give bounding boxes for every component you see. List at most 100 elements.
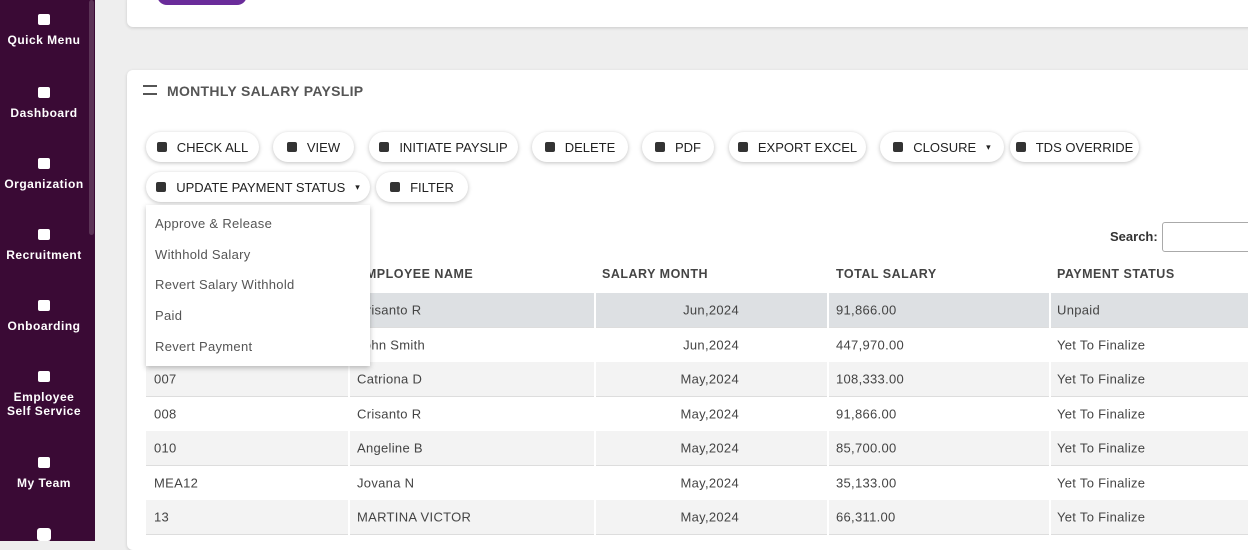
table-row	[146, 362, 1248, 397]
sidebar-label: Onboarding	[7, 319, 81, 333]
column-header[interactable]: PAYMENT STATUS	[1057, 267, 1175, 281]
table-cell: 447,970.00	[836, 337, 905, 352]
table-cell: Yet To Finalize	[1057, 337, 1146, 352]
button-icon	[737, 142, 748, 152]
sidebar-icon	[38, 87, 50, 98]
sidebar-item[interactable]: Employee Self Service	[0, 371, 88, 418]
card-title: MONTHLY SALARY PAYSLIP	[167, 83, 364, 99]
table-cell: Jun,2024	[683, 337, 739, 352]
button-label: CLOSURE	[913, 139, 977, 155]
sidebar-label: My Team	[17, 476, 71, 490]
caret: ▾	[986, 141, 991, 152]
button-label: CHECK ALL	[176, 139, 249, 155]
button-label: VIEW	[306, 139, 341, 155]
button-icon	[893, 142, 904, 152]
table-cell: 010	[154, 440, 177, 456]
scrollbar	[89, 0, 94, 235]
button[interactable]: VIEW	[273, 132, 354, 162]
column-divider	[827, 293, 829, 543]
button-icon	[1015, 142, 1026, 152]
button-icon	[544, 142, 555, 152]
sidebar-item[interactable]: Organization	[0, 158, 88, 191]
button-icon	[390, 182, 401, 192]
button[interactable]: FILTER	[376, 172, 468, 202]
table-cell: 91,866.00	[836, 406, 897, 421]
table-cell: 008	[154, 406, 177, 421]
sidebar-icon	[38, 229, 50, 240]
sidebar-label: Employee Self Service	[6, 390, 82, 418]
table-cell: Angeline B	[357, 440, 423, 456]
button-label: INITIATE PAYSLIP	[399, 139, 508, 155]
table-cell: 35,133.00	[836, 475, 897, 490]
sidebar-item[interactable]: Dashboard	[0, 87, 88, 120]
table-cell: Jun,2024	[683, 302, 739, 318]
dropdown-item[interactable]: Approve & Release	[155, 216, 273, 231]
sidebar-item[interactable]: My Team	[0, 457, 88, 490]
table-row	[146, 500, 1248, 535]
button[interactable]: DELETE	[532, 132, 628, 162]
button-icon	[379, 142, 390, 152]
table-cell: John Smith	[357, 337, 426, 352]
button-label: DELETE	[564, 139, 616, 155]
button[interactable]: TDS OVERRIDE	[1010, 132, 1139, 162]
sidebar: Quick Menu Dashboard Organization Recruitme…	[0, 0, 95, 541]
sidebar-item[interactable]: Onboarding	[0, 300, 88, 333]
table-cell: Jovana N	[357, 475, 415, 490]
table-cell: Yet To Finalize	[1057, 475, 1146, 490]
dropdown-item[interactable]: Revert Payment	[155, 338, 253, 354]
table-cell: Yet To Finalize	[1057, 406, 1146, 421]
table-cell: MARTINA VICTOR	[357, 509, 472, 525]
dropdown-item[interactable]: Withhold Salary	[155, 246, 251, 262]
table-cell: 13	[154, 509, 170, 525]
table-cell: MEA12	[154, 475, 199, 490]
table-cell: 91,866.00	[836, 302, 897, 318]
column-header[interactable]: EMPLOYEE NAME	[357, 267, 474, 281]
table-cell: 007	[154, 371, 177, 387]
table-cell: May,2024	[680, 475, 739, 490]
column-header[interactable]: SALARY MONTH	[602, 267, 708, 281]
button[interactable]: CHECK ALL	[146, 132, 259, 162]
sidebar-icon	[38, 457, 50, 468]
dropdown-item[interactable]: Revert Salary Withhold	[155, 277, 295, 293]
sidebar-item[interactable]: Quick Menu	[0, 14, 88, 47]
button-label: TDS OVERRIDE	[1035, 139, 1134, 155]
table-cell: May,2024	[680, 371, 739, 387]
button[interactable]: EXPORT EXCEL	[729, 132, 866, 162]
table-cell: Yet To Finalize	[1057, 509, 1146, 525]
table-cell: 85,700.00	[836, 440, 897, 456]
sidebar-label: Quick Menu	[7, 33, 81, 47]
sidebar-label: Organization	[4, 177, 84, 191]
search-label: Search:	[1110, 229, 1158, 244]
button[interactable]: UPDATE PAYMENT STATUS ▾	[146, 172, 370, 202]
column-divider	[594, 293, 596, 543]
dropdown-menu: Approve & Release Withhold Salary Revert S…	[146, 205, 370, 366]
search-input[interactable]	[1162, 222, 1248, 252]
top-card	[127, 0, 1248, 27]
column-header[interactable]: TOTAL SALARY	[836, 267, 937, 281]
logo	[157, 0, 247, 5]
sidebar-item[interactable]: Recruitment	[0, 229, 88, 262]
column-divider	[1049, 293, 1051, 543]
column-divider	[348, 293, 350, 543]
button-icon	[156, 142, 167, 152]
table-cell: Yet To Finalize	[1057, 440, 1146, 456]
button-icon	[655, 142, 665, 152]
dropdown-item[interactable]: Paid	[155, 308, 183, 324]
button[interactable]: INITIATE PAYSLIP	[369, 132, 518, 162]
caret: ▾	[355, 181, 360, 192]
sidebar-icon	[38, 300, 50, 311]
sidebar-icon	[38, 14, 50, 25]
sidebar-icon	[37, 528, 51, 541]
button-icon	[156, 182, 167, 192]
table-cell: Yet To Finalize	[1057, 371, 1146, 387]
sidebar-icon	[38, 371, 50, 382]
button[interactable]: CLOSURE ▾	[880, 132, 1004, 162]
button-label: EXPORT EXCEL	[757, 139, 858, 155]
button[interactable]: PDF	[642, 132, 714, 162]
button-label: FILTER	[410, 179, 454, 195]
table-cell: May,2024	[680, 406, 739, 421]
button-icon	[286, 142, 297, 152]
table-cell: Crisanto R	[357, 302, 422, 318]
sidebar-label: Recruitment	[6, 248, 82, 262]
